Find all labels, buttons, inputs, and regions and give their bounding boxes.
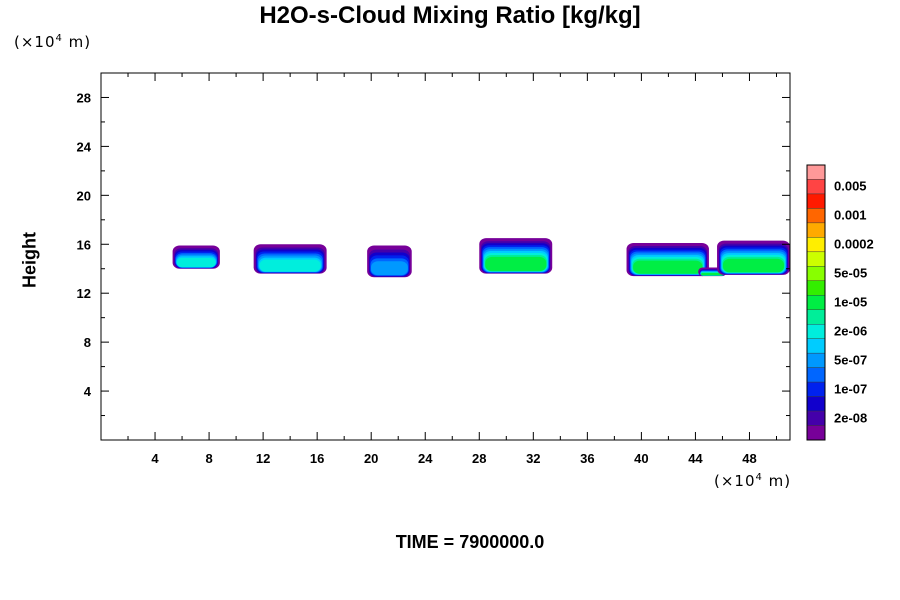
- plot-frame: [100, 72, 791, 441]
- cloud-contour: [633, 260, 703, 274]
- colorbar-swatch: [806, 381, 826, 397]
- colorbar-label: 5e-05: [834, 266, 867, 281]
- y-tick-label: 8: [84, 335, 91, 350]
- x-axis: 4 8 12 16 20 24 28 32 36 40 44 48: [127, 73, 777, 466]
- x-tick-label: 12: [256, 451, 270, 466]
- x-tick-label: 36: [580, 451, 594, 466]
- colorbar: 0.005 0.001 0.0002 5e-05 1e-05 2e-06 5e-07 1e-0…: [806, 164, 874, 441]
- colorbar-swatch: [806, 280, 826, 296]
- cloud-contour: [701, 272, 724, 276]
- x-tick-label: 16: [310, 451, 324, 466]
- colorbar-label: 1e-05: [834, 295, 867, 310]
- colorbar-swatch: [806, 251, 826, 267]
- cloud: [717, 240, 790, 275]
- x-tick-label: 48: [742, 451, 756, 466]
- cloud-contour: [259, 259, 321, 272]
- cloud: [626, 243, 709, 277]
- cloud: [367, 245, 412, 278]
- colorbar-label: 0.005: [834, 179, 867, 194]
- colorbar-swatch: [806, 352, 826, 368]
- y-tick-label: 28: [77, 90, 91, 105]
- colorbar-swatch: [806, 367, 826, 383]
- cloud-contour: [371, 261, 408, 276]
- colorbar-label: 0.001: [834, 208, 867, 223]
- colorbar-swatch: [806, 396, 826, 412]
- colorbar-label: 5e-07: [834, 352, 867, 367]
- colorbar-swatch: [806, 237, 826, 253]
- x-tick-label: 20: [364, 451, 378, 466]
- colorbar-swatch: [806, 193, 826, 209]
- y-tick-label: 12: [77, 286, 91, 301]
- cloud-field: [172, 238, 790, 278]
- colorbar-frame: [806, 164, 826, 441]
- y-tick-label: 24: [77, 139, 92, 154]
- colorbar-label: 2e-08: [834, 410, 867, 425]
- colorbar-label: 1e-07: [834, 381, 867, 396]
- cloud: [479, 238, 553, 274]
- x-axis-unit: (×104 m): [714, 472, 792, 490]
- colorbar-swatch: [806, 295, 826, 310]
- x-tick-label: 8: [205, 451, 212, 466]
- colorbar-swatch: [806, 324, 826, 339]
- y-tick-label: 4: [84, 384, 92, 399]
- colorbar-label: 0.0002: [834, 237, 874, 252]
- cloud-contour: [176, 257, 216, 268]
- y-tick-label: 16: [77, 237, 91, 252]
- x-tick-label: 24: [418, 451, 433, 466]
- time-label: TIME = 7900000.0: [395, 532, 545, 552]
- colorbar-swatch: [806, 410, 826, 426]
- cloud: [172, 245, 220, 269]
- y-axis-unit: (×104 m): [14, 33, 92, 51]
- x-tick-label: 40: [634, 451, 648, 466]
- x-tick-label: 32: [526, 451, 540, 466]
- cloud: [253, 244, 327, 274]
- cloud-contour: [485, 256, 547, 272]
- colorbar-swatch: [806, 179, 826, 195]
- x-tick-label: 28: [472, 451, 486, 466]
- chart-title: H2O-s-Cloud Mixing Ratio [kg/kg]: [259, 2, 641, 29]
- colorbar-swatch: [806, 208, 826, 224]
- cloud-contour: [722, 258, 785, 273]
- colorbar-swatch: [806, 425, 826, 441]
- colorbar-swatch: [806, 309, 826, 325]
- colorbar-swatch: [806, 266, 826, 281]
- y-axis: 4 8 12 16 20 24 28: [77, 90, 790, 417]
- colorbar-swatch: [806, 338, 826, 354]
- x-tick-label: 4: [151, 451, 159, 466]
- colorbar-label: 2e-06: [834, 323, 867, 338]
- y-tick-label: 20: [77, 188, 91, 203]
- x-tick-label: 44: [688, 451, 703, 466]
- colorbar-swatch: [806, 164, 826, 180]
- colorbar-swatch: [806, 222, 826, 238]
